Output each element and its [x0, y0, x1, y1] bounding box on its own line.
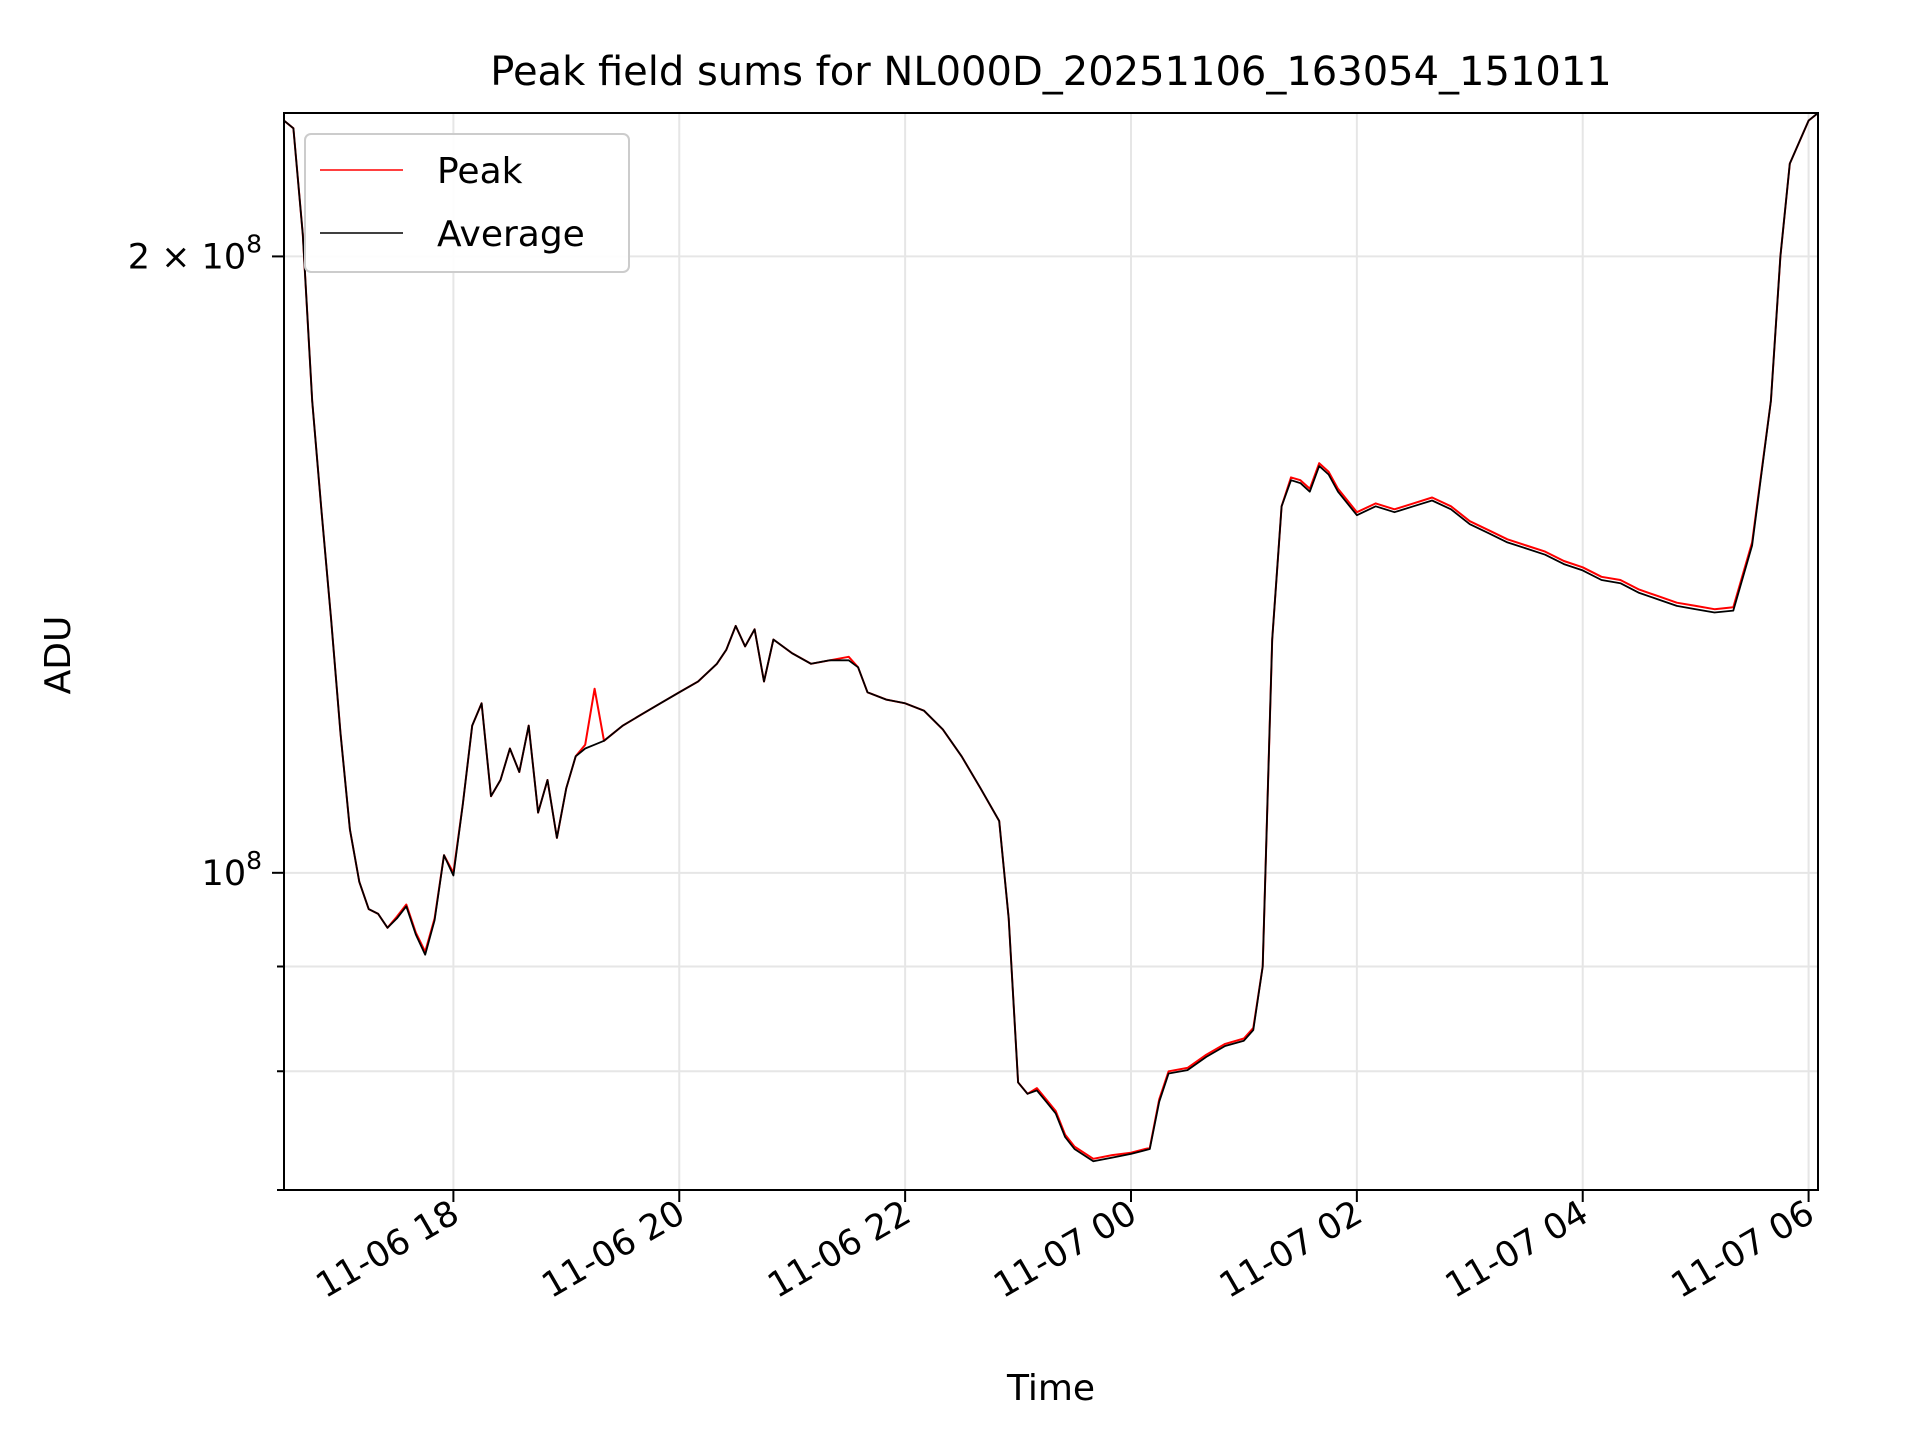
chart-title: Peak field sums for NL000D_20251106_1630…: [490, 49, 1611, 95]
legend-box: [304, 133, 630, 273]
legend-label-peak: Peak: [437, 151, 523, 192]
series-line-average: [283, 112, 1819, 1163]
y-tick-label: 108: [202, 846, 262, 894]
legend: Peak Average: [304, 133, 630, 273]
plot-frame: [283, 112, 1819, 1191]
y-tick-label: 2 × 108: [128, 229, 262, 277]
y-axis-label: ADU: [38, 616, 79, 695]
legend-label-average: Average: [437, 214, 585, 255]
x-axis-label: Time: [1006, 1368, 1095, 1409]
series-layer: [283, 112, 1819, 1163]
